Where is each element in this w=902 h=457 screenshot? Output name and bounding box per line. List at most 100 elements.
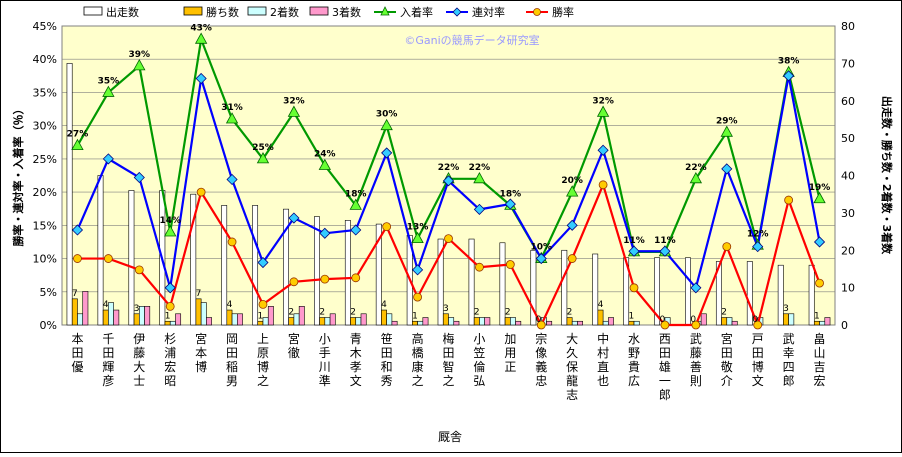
rentai-rate-marker (566, 219, 578, 231)
bar-starts (499, 242, 506, 326)
gridlines (62, 25, 835, 326)
rentai-rate-marker (442, 175, 455, 187)
bar-second (633, 320, 640, 326)
place-rate-data-label: 20% (561, 176, 583, 186)
place-rate-marker (164, 225, 177, 237)
win-rate-marker (475, 262, 484, 272)
x-category-label: 武幸四郎 (783, 332, 795, 388)
place-rate-marker (256, 152, 270, 164)
bar-second (77, 313, 84, 326)
bar-starts (746, 261, 753, 326)
place-rate-marker (287, 105, 301, 117)
bar-starts (437, 238, 444, 326)
bar-third (144, 306, 151, 326)
bar-wins (133, 313, 140, 326)
place-rate-marker (318, 158, 331, 170)
place-rate-data-label: 11% (654, 236, 676, 246)
x-axis-title: 厩舎 (438, 430, 462, 444)
bar-wins (71, 298, 78, 326)
rentai-rate-marker (164, 282, 176, 294)
bar-third (453, 320, 460, 326)
y-left-tick-label: 30% (33, 120, 57, 133)
x-category-label: 宮徹 (288, 331, 300, 360)
bar-wins (566, 317, 573, 326)
bar-third (484, 317, 491, 326)
rentai-rate-marker (350, 224, 362, 236)
legend-third-label: 3着数 (332, 5, 361, 19)
rentai-rate-marker (752, 241, 764, 253)
bar-third (422, 317, 429, 326)
wins-data-label: 2 (319, 308, 325, 318)
place-rate-data-label: 11% (623, 236, 645, 246)
rentai-rate-marker (504, 198, 516, 210)
y-left-tick-label: 45% (33, 20, 57, 33)
win-rate-marker (382, 222, 392, 232)
wins-data-label: 4 (227, 300, 233, 310)
rentai-rate-marker (71, 224, 84, 236)
wins-data-label: 2 (505, 308, 511, 318)
bar-starts (221, 205, 228, 326)
x-category-label: 宗像義忠 (535, 331, 547, 388)
y-right-tick-label: 10 (841, 282, 855, 295)
place-rate-marker (194, 32, 208, 44)
rentai-rate-marker (226, 173, 238, 186)
wins-data-label: 0 (536, 315, 542, 325)
legend-marker (380, 6, 390, 16)
bar-wins (195, 298, 202, 326)
bar-starts (592, 253, 599, 326)
win-rate-marker (598, 180, 608, 190)
wins-data-label: 1 (165, 311, 171, 321)
legend-starts-swatch (83, 6, 103, 16)
y-left-tick-label: 0% (40, 319, 57, 332)
bar-starts (808, 264, 815, 326)
x-category-label: 高橋康之 (412, 331, 424, 388)
wins-data-label: 4 (103, 300, 109, 310)
place-rate-marker (689, 171, 703, 184)
legend-third-swatch (309, 6, 329, 16)
y-right-tick-label: 50 (841, 132, 855, 145)
bar-starts (344, 220, 351, 326)
legend-marker (452, 7, 462, 17)
wins-data-label: 2 (474, 308, 480, 318)
y-left-tick-label: 10% (33, 253, 57, 266)
x-category-label: 笹田和秀 (381, 332, 393, 388)
x-category-label: 武藤善則 (690, 332, 702, 388)
bar-wins (226, 309, 233, 326)
y-right-tick-label: 30 (841, 207, 855, 220)
place-rate-marker (349, 198, 362, 210)
place-rate-data-label: 12% (747, 229, 769, 239)
win-rate-marker (258, 300, 268, 309)
bar-wins (350, 317, 357, 326)
bar-second (819, 320, 826, 326)
axes: 0%5%10%15%20%25%30%35%40%45%010203040506… (33, 20, 855, 402)
rentai-rate-marker (690, 282, 702, 294)
x-category-label: 畠山吉宏 (814, 331, 826, 388)
legend-marker (533, 8, 541, 16)
y-left-tick-label: 35% (33, 86, 57, 99)
y-left-tick-label: 25% (33, 153, 57, 166)
bar-wins (257, 320, 264, 326)
y-left-tick-label: 20% (33, 186, 57, 199)
wins-data-label: 2 (567, 308, 573, 318)
bar-second (200, 302, 207, 326)
wins-data-label: 2 (721, 308, 727, 318)
x-category-label: 宮田敬介 (721, 331, 733, 388)
bar-wins (473, 317, 480, 326)
win-rate-marker (165, 301, 175, 311)
bar-wins (412, 320, 418, 326)
wins-data-label: 1 (412, 311, 418, 321)
bar-wins (783, 313, 789, 326)
rentai-rate-marker (288, 212, 300, 224)
win-rate-marker (784, 195, 794, 205)
win-rate-marker (103, 254, 113, 263)
legend-place-rate-label: 入着率 (400, 5, 433, 19)
bar-second (386, 313, 393, 326)
bar-second (108, 302, 114, 326)
bar-wins (288, 317, 295, 326)
y-axis-right-title: 出走数・勝ち数・2着数・3着数 (880, 96, 894, 255)
bar-starts (66, 63, 73, 326)
bar-starts (128, 190, 135, 326)
bar-second (231, 313, 238, 326)
bar-starts (375, 223, 382, 326)
